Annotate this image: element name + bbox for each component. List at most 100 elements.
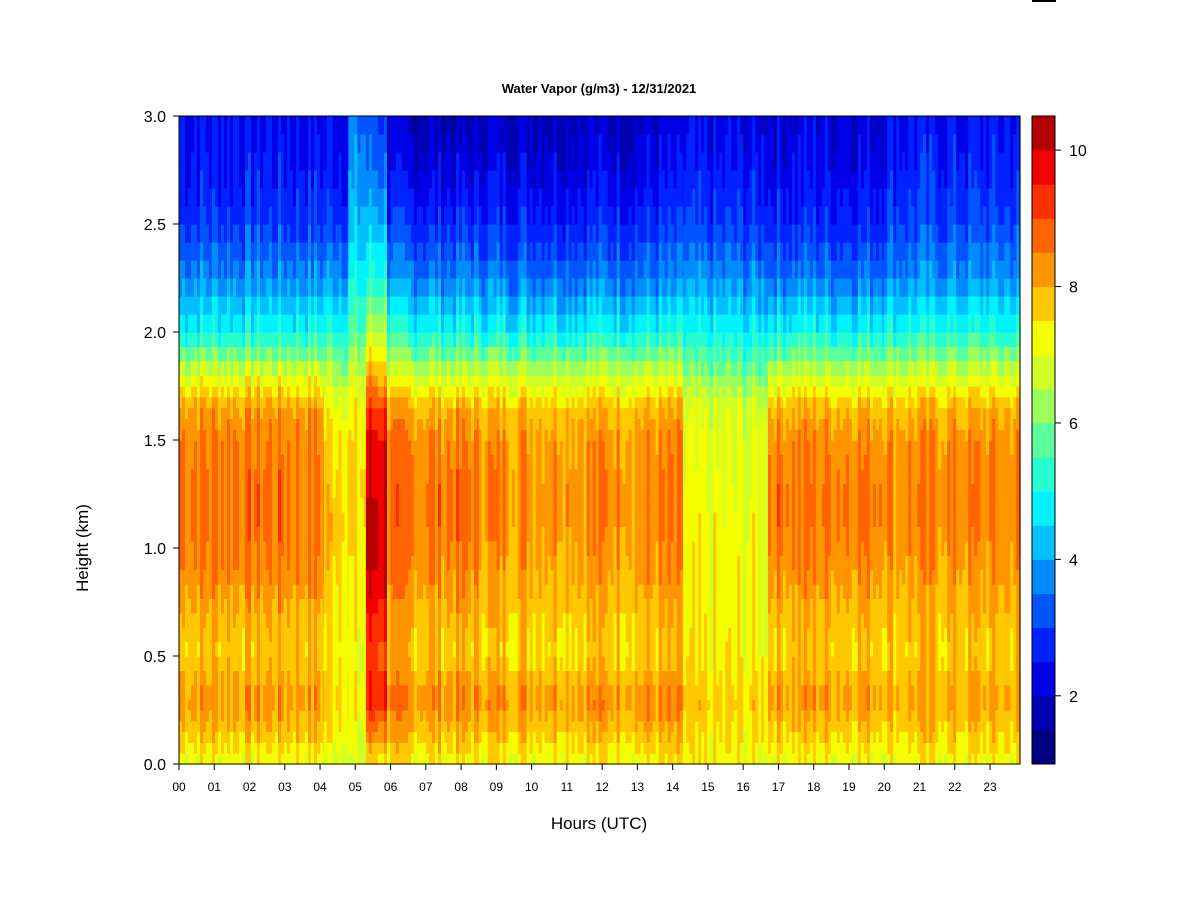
heatmap-cell [281, 468, 285, 484]
heatmap-cell [263, 386, 267, 398]
heatmap-cell [287, 526, 291, 542]
heatmap-cell [203, 731, 207, 743]
heatmap-cell [206, 396, 210, 409]
heatmap-cell [197, 116, 201, 135]
heatmap-cell [335, 483, 340, 499]
heatmap-cell [212, 710, 216, 722]
heatmap-cell [236, 332, 240, 347]
heatmap-cell [323, 468, 328, 484]
heatmap-cell [185, 555, 189, 571]
heatmap-cell [363, 641, 367, 657]
heatmap-cell [296, 360, 300, 376]
heatmap-cell [278, 224, 282, 243]
heatmap-cell [203, 656, 207, 671]
heatmap-cell [329, 116, 334, 135]
heatmap-cell [200, 512, 204, 527]
heatmap-cell [351, 641, 355, 657]
heatmap-cell [287, 584, 291, 599]
heatmap-cell [311, 569, 315, 585]
heatmap-cell [236, 260, 240, 279]
heatmap-cell [248, 332, 252, 347]
heatmap-cell [197, 627, 201, 643]
heatmap-cell [245, 670, 249, 686]
heatmap-cell [338, 720, 343, 733]
heatmap-cell [224, 375, 228, 387]
heatmap-cell [351, 684, 355, 700]
heatmap-cell [191, 134, 195, 153]
heatmap-cell [251, 375, 255, 387]
heatmap-cell [227, 710, 231, 722]
heatmap-cell [215, 152, 219, 171]
heatmap-cell [179, 656, 183, 671]
heatmap-cell [299, 512, 303, 527]
heatmap-cell [374, 134, 379, 153]
heatmap-cell [197, 278, 201, 297]
heatmap-cell [365, 278, 370, 297]
heatmap-cell [338, 731, 343, 743]
heatmap-cell [269, 699, 273, 711]
heatmap-cell [224, 278, 228, 297]
heatmap-cell [293, 569, 297, 585]
heatmap-cell [242, 483, 246, 499]
heatmap-cell [320, 699, 324, 711]
heatmap-cell [347, 569, 349, 585]
heatmap-cell [368, 512, 373, 527]
heatmap-cell [302, 641, 306, 657]
heatmap-cell [275, 296, 279, 315]
heatmap-cell [377, 375, 382, 387]
heatmap-cell [224, 720, 228, 733]
heatmap-cell [275, 170, 279, 189]
heatmap-cell [221, 346, 225, 362]
heatmap-cell [221, 454, 225, 470]
heatmap-cell [185, 710, 189, 722]
heatmap-cell [326, 512, 331, 527]
heatmap-cell [188, 396, 192, 409]
heatmap-cell [281, 346, 285, 362]
heatmap-cell [233, 497, 237, 513]
heatmap-cell [194, 242, 198, 261]
heatmap-cell [266, 569, 270, 585]
heatmap-cell [360, 540, 364, 556]
heatmap-cell [302, 627, 306, 643]
heatmap-cell [320, 684, 324, 700]
heatmap-cell [287, 346, 291, 362]
heatmap-cell [284, 242, 288, 261]
heatmap-cell [308, 188, 312, 207]
heatmap-cell [347, 512, 349, 527]
heatmap-cell [368, 641, 373, 657]
heatmap-cell [236, 731, 240, 743]
heatmap-cell [245, 627, 249, 643]
heatmap-cell [188, 540, 192, 556]
heatmap-block [323, 116, 349, 765]
heatmap-cell [344, 710, 349, 722]
heatmap-cell [351, 670, 355, 686]
heatmap-cell [323, 418, 328, 430]
heatmap-cell [278, 497, 282, 513]
heatmap-cell [200, 555, 204, 571]
heatmap-cell [357, 670, 361, 686]
heatmap-cell [197, 731, 201, 743]
heatmap-cell [368, 134, 373, 153]
heatmap-cell [215, 710, 219, 722]
heatmap-cell [320, 224, 324, 243]
heatmap-cell [233, 670, 237, 686]
heatmap-cell [326, 598, 331, 614]
heatmap-cell [233, 710, 237, 722]
heatmap-cell [269, 314, 273, 333]
heatmap-cell [305, 396, 309, 409]
heatmap-cell [296, 656, 300, 671]
heatmap-cell [269, 627, 273, 643]
heatmap-cell [354, 627, 358, 643]
heatmap-cell [348, 512, 352, 527]
heatmap-cell [248, 418, 252, 430]
heatmap-cell [239, 742, 243, 754]
heatmap-cell [311, 206, 315, 225]
heatmap-cell [290, 670, 294, 686]
heatmap-cell [348, 540, 352, 556]
heatmap-cell [227, 731, 231, 743]
heatmap-cell [329, 699, 334, 711]
heatmap-cell [380, 731, 385, 743]
heatmap-cell [368, 742, 373, 754]
heatmap-cell [335, 598, 340, 614]
heatmap-cell [248, 454, 252, 470]
